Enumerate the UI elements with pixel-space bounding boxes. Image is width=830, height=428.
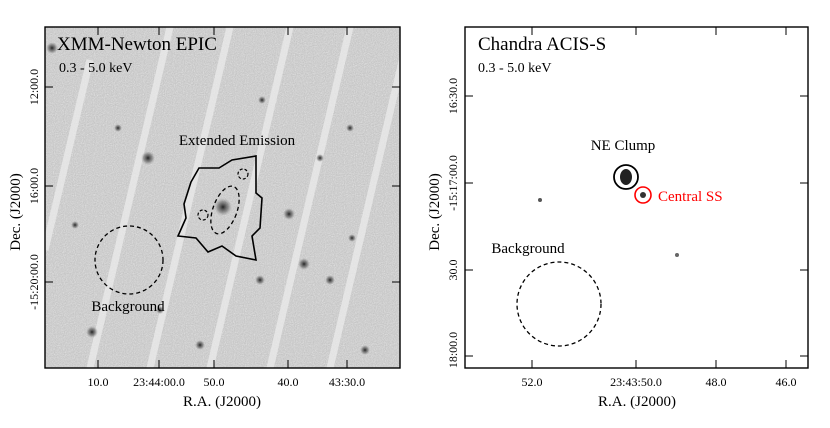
chandra-ytick-3: 18:00.0 [446,332,460,368]
chandra-title: Chandra ACIS-S [478,34,606,55]
xmm-image [45,27,400,368]
xmm-ticks [45,27,400,368]
xmm-ytick-0: 12:00.0 [27,69,41,105]
chandra-panel: Chandra ACIS-S 0.3 - 5.0 keV NE Clump Ce… [415,0,830,423]
xmm-xtick-2: 50.0 [204,375,225,389]
chandra-ytick-1: -15:17:00.0 [446,155,460,211]
chandra-xtick-3: 46.0 [776,375,797,389]
xmm-point-sources [46,42,370,355]
central-ss-label: Central SS [658,189,723,205]
chandra-ylabel: Dec. (J2000) [427,173,443,250]
xmm-figure: XMM-Newton EPIC 0.3 - 5.0 keV Extended E… [8,26,401,410]
chandra-ytick-0: 16:30.0 [446,78,460,114]
chandra-band: 0.3 - 5.0 keV [478,61,552,76]
chandra-figure: Chandra ACIS-S 0.3 - 5.0 keV NE Clump Ce… [427,26,809,410]
extended-emission-label: Extended Emission [179,133,296,149]
ne-clump-source [620,169,632,185]
xmm-xtick-3: 40.0 [278,375,299,389]
xmm-ytick-1: 16:00.0 [27,168,41,204]
xmm-xtick-0: 10.0 [88,375,109,389]
ne-clump-label: NE Clump [591,138,656,154]
xmm-ytick-2: -15:20:00.0 [27,254,41,310]
small-dashed-region-1 [237,168,249,180]
xmm-panel: XMM-Newton EPIC 0.3 - 5.0 keV Extended E… [0,0,415,423]
xmm-background-label: Background [91,299,165,315]
xmm-xtick-1: 23:44:00.0 [133,375,185,389]
chandra-ticks [465,27,808,368]
chandra-xtick-0: 52.0 [522,375,543,389]
extended-emission-contour [176,155,263,262]
xmm-xlabel: R.A. (J2000) [183,394,261,410]
central-source [640,192,646,198]
chandra-image [465,27,808,368]
inner-dashed-region [210,185,240,235]
chandra-xtick-2: 48.0 [706,375,727,389]
xmm-xtick-4: 43:30.0 [329,375,365,389]
chandra-xlabel: R.A. (J2000) [598,394,676,410]
chandra-background-label: Background [491,241,565,257]
ne-clump-region [613,164,639,190]
central-ss-region [634,186,652,204]
xmm-band: 0.3 - 5.0 keV [59,61,133,76]
xmm-frame [44,26,401,369]
xmm-ylabel: Dec. (J2000) [8,173,24,250]
small-dashed-region-2 [197,209,209,221]
chandra-background-region [516,261,602,347]
xmm-background-region [94,225,164,295]
chandra-ytick-2: 30.0 [446,260,460,281]
xmm-title: XMM-Newton EPIC [57,34,217,55]
chandra-xtick-1: 23:43:50.0 [610,375,662,389]
